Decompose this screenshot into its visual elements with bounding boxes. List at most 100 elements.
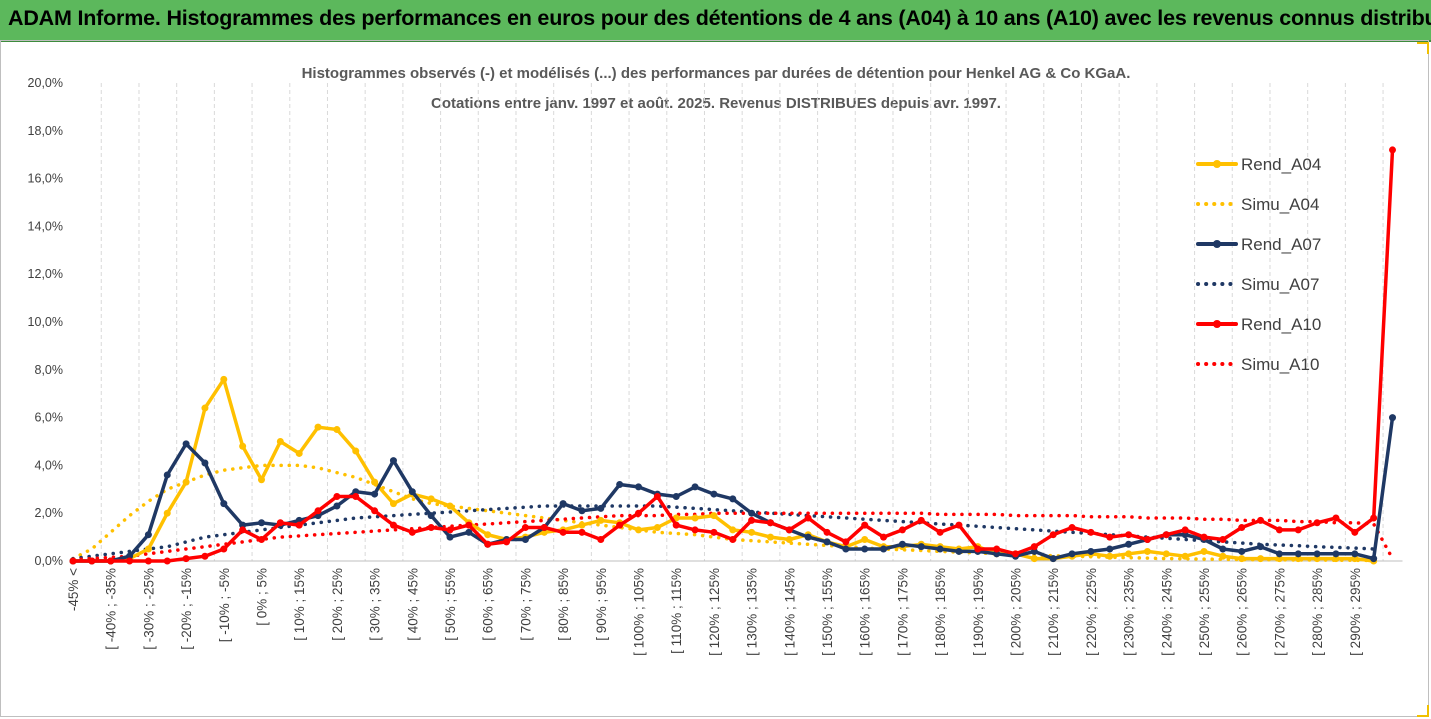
data-point-Rend_A10 xyxy=(955,521,963,529)
x-tick-label: [ 0% ; 5% xyxy=(255,568,270,626)
data-point-Rend_A10 xyxy=(785,526,793,534)
data-point-Rend_A10 xyxy=(1087,528,1095,536)
legend-label: Simu_A07 xyxy=(1241,275,1319,294)
data-point-Rend_A07 xyxy=(371,490,379,498)
data-point-Rend_A07 xyxy=(163,471,171,479)
data-point-Rend_A04 xyxy=(1200,547,1208,555)
data-point-Rend_A04 xyxy=(691,514,699,522)
frame-corner-br xyxy=(1417,705,1429,717)
data-point-Rend_A10 xyxy=(653,492,661,500)
data-point-Rend_A07 xyxy=(389,457,397,465)
data-point-Rend_A04 xyxy=(389,500,397,508)
data-point-Rend_A10 xyxy=(446,526,454,534)
x-tick-label: [ 240% ; 245% xyxy=(1159,568,1174,656)
legend-label: Rend_A10 xyxy=(1241,315,1321,334)
x-tick-label: [ 110% ; 115% xyxy=(669,568,684,654)
x-tick-label: [ 180% ; 185% xyxy=(933,568,948,656)
data-point-Rend_A07 xyxy=(842,545,850,553)
data-point-Rend_A07 xyxy=(880,545,888,553)
chart-frame: Histogrammes observés (-) et modélisés (… xyxy=(0,40,1429,717)
x-tick-label: [ 160% ; 165% xyxy=(858,568,873,656)
data-point-Rend_A04 xyxy=(295,449,303,457)
data-point-Rend_A10 xyxy=(1370,514,1378,522)
x-tick-label: [ 130% ; 135% xyxy=(745,568,760,656)
chart-title-line-2: Cotations entre janv. 1997 et août. 2025… xyxy=(431,95,1001,112)
data-point-Rend_A07 xyxy=(465,528,473,536)
x-axis: -45% < [ -40% ; -35% [ -30% ; -25% [ -20% ;… xyxy=(66,560,1403,656)
data-point-Rend_A10 xyxy=(766,519,774,527)
data-point-Rend_A10 xyxy=(880,533,888,541)
data-point-Rend_A10 xyxy=(521,524,529,532)
data-point-Rend_A10 xyxy=(578,528,586,536)
data-point-Rend_A10 xyxy=(1275,526,1283,534)
data-point-Rend_A07 xyxy=(559,500,567,508)
data-point-Rend_A04 xyxy=(163,509,171,517)
data-point-Rend_A07 xyxy=(1332,550,1340,558)
x-tick-label: [ 200% ; 205% xyxy=(1009,568,1024,656)
data-point-Rend_A07 xyxy=(258,519,265,527)
data-point-Rend_A04 xyxy=(144,545,152,553)
data-point-Rend_A04 xyxy=(484,531,492,539)
data-point-Rend_A04 xyxy=(635,526,642,534)
data-point-Rend_A10 xyxy=(144,557,152,565)
data-point-Rend_A04 xyxy=(578,521,586,529)
y-tick-label: 2,0% xyxy=(35,506,64,520)
y-axis: 0,0% 2,0% 4,0% 6,0% 8,0% 10,0% 12,0% 14,0% 16,0%… xyxy=(28,76,63,568)
data-point-Rend_A10 xyxy=(710,528,718,536)
data-point-Rend_A10 xyxy=(936,528,944,536)
data-point-Rend_A10 xyxy=(88,557,96,565)
data-point-Rend_A10 xyxy=(314,507,322,515)
data-point-Rend_A04 xyxy=(1030,555,1038,563)
data-point-Rend_A10 xyxy=(1219,535,1227,543)
data-point-Rend_A04 xyxy=(276,438,284,445)
data-point-Rend_A07 xyxy=(861,545,869,553)
data-point-Rend_A04 xyxy=(1162,550,1170,558)
data-point-Rend_A07 xyxy=(1389,414,1396,422)
legend-label: Rend_A04 xyxy=(1241,155,1321,174)
x-tick-label: [ 270% ; 275% xyxy=(1272,568,1287,656)
data-point-Rend_A10 xyxy=(126,557,134,565)
x-tick-label: [ 70% ; 75% xyxy=(518,568,533,641)
data-point-Rend_A04 xyxy=(427,495,435,503)
data-point-Rend_A10 xyxy=(276,519,284,527)
legend-label: Rend_A07 xyxy=(1241,235,1321,254)
data-point-Rend_A04 xyxy=(352,447,360,455)
chart-title-line-1: Histogrammes observés (-) et modélisés (… xyxy=(302,65,1131,82)
x-tick-label: [ 290% ; 295% xyxy=(1348,568,1363,656)
data-point-Rend_A10 xyxy=(729,535,737,543)
y-tick-label: 20,0% xyxy=(28,76,63,90)
data-point-Rend_A07 xyxy=(710,490,718,498)
data-point-Rend_A10 xyxy=(1012,550,1019,558)
data-point-Rend_A10 xyxy=(1181,526,1189,534)
data-point-Rend_A07 xyxy=(691,483,699,491)
x-tick-label: [ 140% ; 145% xyxy=(782,568,797,656)
data-point-Rend_A10 xyxy=(389,521,397,529)
x-tick-label: [ 40% ; 45% xyxy=(405,568,420,641)
x-tick-label: [ 30% ; 35% xyxy=(368,568,383,641)
data-point-Rend_A10 xyxy=(748,516,756,524)
data-point-Rend_A10 xyxy=(635,509,642,517)
data-point-Rend_A10 xyxy=(842,538,850,546)
x-tick-label: [ -20% ; -15% xyxy=(179,568,194,650)
series-line-Rend_A04 xyxy=(71,377,1376,563)
x-tick-label: [ 210% ; 215% xyxy=(1046,568,1061,656)
x-tick-label: [ 260% ; 265% xyxy=(1235,568,1250,656)
data-point-Rend_A04 xyxy=(239,442,247,450)
legend-marker-Rend_A04 xyxy=(1213,160,1221,168)
data-point-Rend_A04 xyxy=(333,426,341,434)
data-point-Rend_A07 xyxy=(936,545,944,553)
data-point-Rend_A04 xyxy=(1125,550,1133,558)
x-tick-label: [ 90% ; 95% xyxy=(594,568,609,641)
series-line-Simu_A07 xyxy=(71,504,1376,561)
data-point-Rend_A10 xyxy=(239,526,247,534)
data-point-Rend_A07 xyxy=(521,535,529,543)
data-point-Rend_A10 xyxy=(559,528,567,536)
data-point-Rend_A10 xyxy=(1200,533,1208,541)
data-point-Rend_A07 xyxy=(672,492,680,500)
data-point-Rend_A07 xyxy=(1238,547,1246,555)
data-point-Rend_A10 xyxy=(1389,146,1396,154)
data-point-Rend_A10 xyxy=(898,526,906,534)
data-point-Rend_A07 xyxy=(182,440,190,448)
data-point-Rend_A07 xyxy=(408,488,416,496)
data-point-Rend_A04 xyxy=(314,423,322,431)
